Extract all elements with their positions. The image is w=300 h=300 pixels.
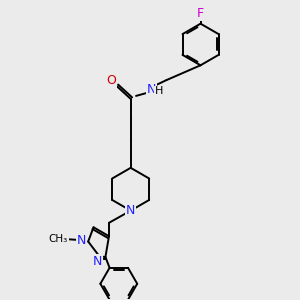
Text: N: N — [77, 234, 86, 247]
Text: CH₃: CH₃ — [49, 234, 68, 244]
Text: N: N — [126, 204, 135, 217]
Text: H: H — [155, 86, 164, 96]
Text: N: N — [92, 255, 102, 268]
Text: F: F — [197, 7, 204, 20]
Text: N: N — [147, 82, 156, 96]
Text: O: O — [106, 74, 116, 87]
